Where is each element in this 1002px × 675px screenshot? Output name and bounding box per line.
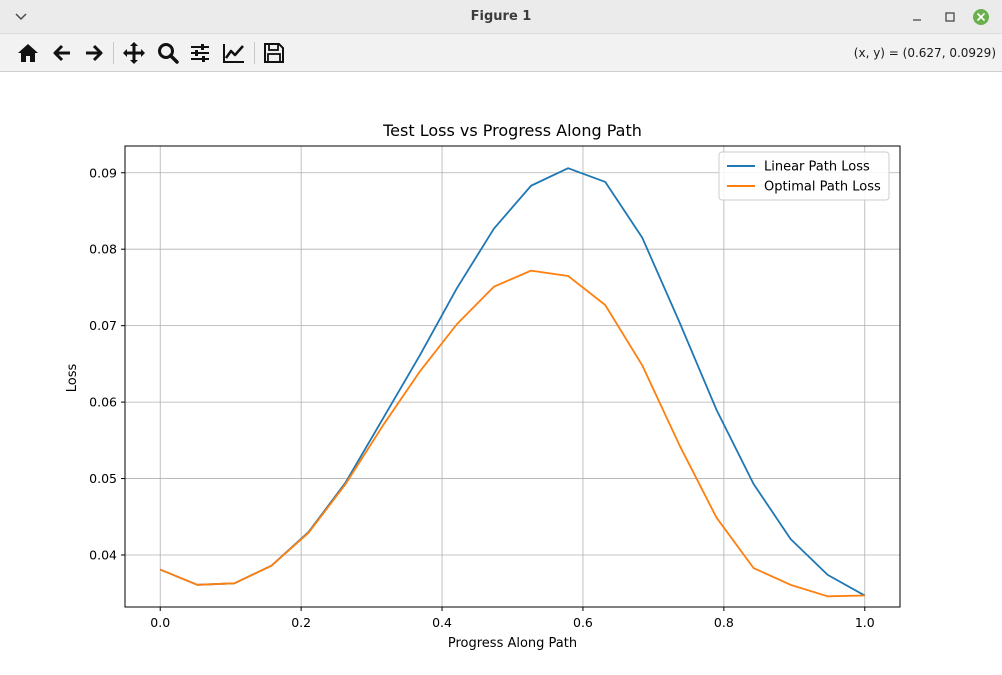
figure-toolbar: (x, y) = (0.627, 0.0929) [0, 34, 1002, 72]
legend-entry: Optimal Path Loss [764, 180, 881, 195]
y-axis-label: Loss [65, 364, 80, 393]
pan-move-icon[interactable] [120, 39, 148, 67]
minimize-icon[interactable] [906, 6, 928, 28]
y-tick-label: 0.08 [89, 242, 117, 257]
y-tick-label: 0.07 [89, 318, 117, 333]
forward-arrow-icon[interactable] [80, 39, 108, 67]
configure-subplots-icon[interactable] [186, 39, 214, 67]
axis-ticks: 0.0 0.2 0.4 0.6 0.8 1.0 0.04 0.05 0.06 0.07 0.08 0.… [89, 165, 875, 630]
x-axis-label: Progress Along Path [448, 636, 577, 651]
legend-box [718, 151, 890, 201]
x-tick-label: 0.8 [714, 615, 734, 630]
window-titlebar: Figure 1 [0, 0, 1002, 34]
series-line-linear-path-loss [159, 167, 866, 597]
x-tick-label: 0.0 [150, 615, 170, 630]
chart-legend: Linear Path Loss Optimal Path Loss [718, 151, 890, 201]
series-lines [159, 167, 866, 598]
close-icon[interactable] [970, 6, 992, 28]
home-icon[interactable] [14, 39, 42, 67]
chevron-down-icon[interactable] [10, 6, 32, 28]
y-tick-label: 0.04 [89, 548, 117, 563]
window-title: Figure 1 [470, 9, 532, 24]
x-tick-label: 0.2 [291, 615, 311, 630]
y-tick-label: 0.05 [89, 471, 117, 486]
series-line-optimal-path-loss [159, 269, 865, 598]
back-arrow-icon[interactable] [48, 39, 76, 67]
line-chart[interactable]: 0.0 0.2 0.4 0.6 0.8 1.0 0.04 0.05 0.06 0.07 0.08 0.… [0, 72, 1002, 675]
x-tick-label: 0.4 [432, 615, 452, 630]
x-tick-label: 0.6 [573, 615, 593, 630]
x-tick-label: 1.0 [855, 615, 875, 630]
y-tick-label: 0.06 [89, 395, 117, 410]
toolbar-separator [254, 42, 255, 64]
chart-title: Test Loss vs Progress Along Path [382, 121, 642, 140]
cursor-coordinates-readout: (x, y) = (0.627, 0.0929) [853, 46, 996, 60]
axes-frame [124, 145, 901, 608]
y-tick-label: 0.09 [89, 165, 117, 180]
zoom-magnifier-icon[interactable] [154, 39, 182, 67]
toolbar-separator [113, 42, 114, 64]
edit-axis-lines-icon[interactable] [220, 39, 248, 67]
maximize-icon[interactable] [939, 6, 961, 28]
save-floppy-icon[interactable] [260, 39, 288, 67]
legend-entry: Linear Path Loss [764, 160, 870, 175]
grid-lines [125, 146, 900, 607]
